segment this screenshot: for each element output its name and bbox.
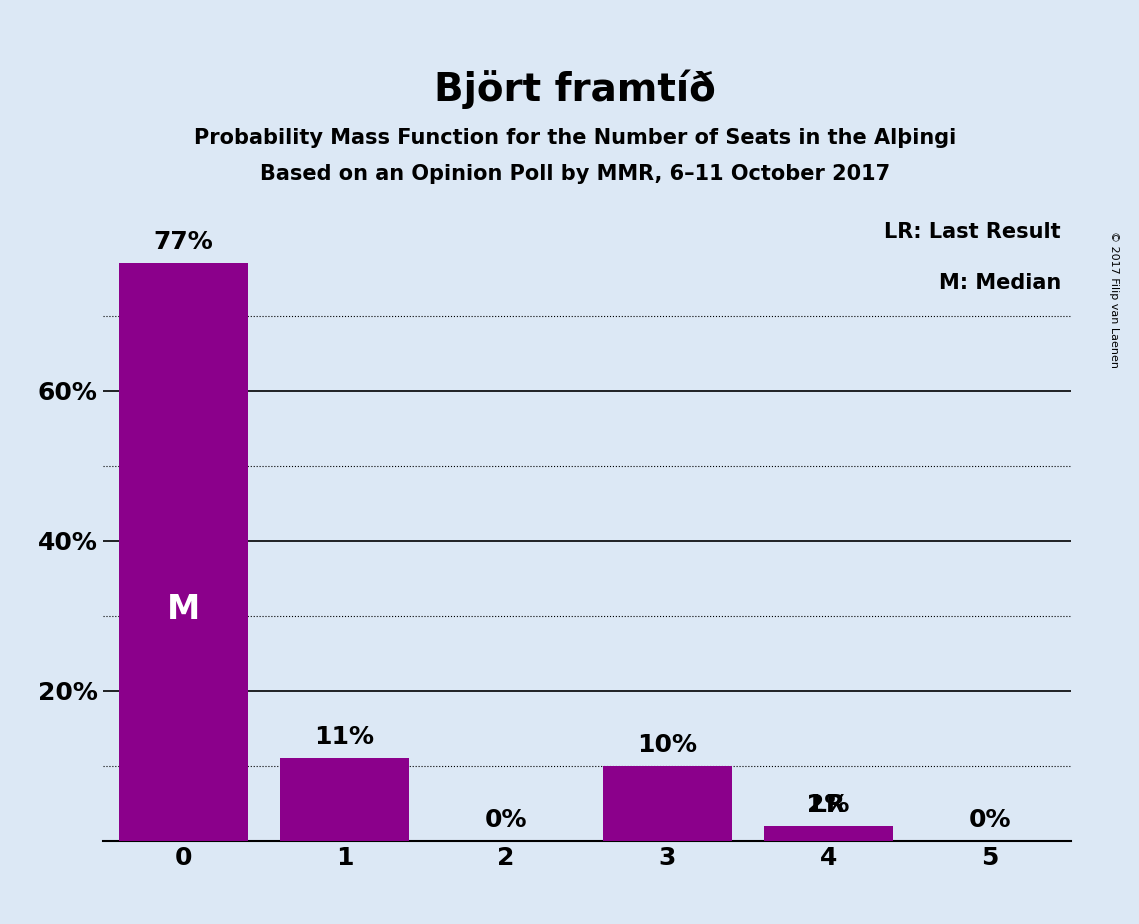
Text: Probability Mass Function for the Number of Seats in the Alþingi: Probability Mass Function for the Number… [194,128,957,148]
Text: Based on an Opinion Poll by MMR, 6–11 October 2017: Based on an Opinion Poll by MMR, 6–11 Oc… [260,164,891,185]
Text: 2%: 2% [808,793,850,817]
Text: 0%: 0% [969,808,1011,832]
Text: M: M [166,593,199,626]
Text: 77%: 77% [154,230,213,254]
Bar [764,826,893,841]
Text: 10%: 10% [637,733,697,757]
Bar [280,759,409,841]
Text: Björt framtíð: Björt framtíð [434,69,716,109]
Text: 11%: 11% [314,725,375,749]
Bar [603,766,731,841]
Text: 0%: 0% [485,808,527,832]
Text: © 2017 Filip van Laenen: © 2017 Filip van Laenen [1109,231,1118,368]
Text: M: Median: M: Median [939,274,1060,294]
Text: LR: LR [811,793,846,817]
Text: LR: Last Result: LR: Last Result [884,223,1060,242]
Bar [118,263,247,841]
